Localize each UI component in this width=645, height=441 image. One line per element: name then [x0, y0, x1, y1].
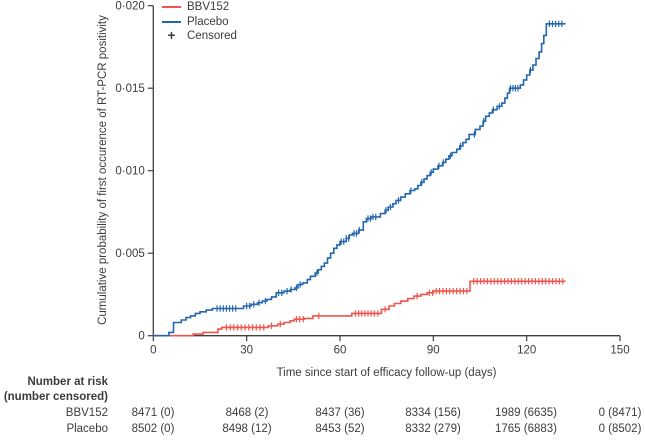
risk-cell: 8471 (0) — [131, 407, 175, 419]
risk-table-header-line1: Number at risk — [27, 376, 108, 388]
plot-legend: BBV152 Placebo + Censored — [162, 0, 237, 44]
x-tick-label: 90 — [427, 345, 440, 357]
x-tick-label: 150 — [610, 345, 629, 357]
risk-row-label-placebo: Placebo — [66, 423, 108, 435]
placebo-line-swatch — [162, 20, 181, 23]
legend-item-placebo: Placebo — [162, 15, 237, 30]
risk-cell: 8453 (52) — [315, 423, 365, 435]
y-tick-label: 0·005 — [115, 248, 144, 260]
x-axis-label: Time since start of efficacy follow-up (… — [276, 367, 497, 379]
risk-cell: 0 (8471) — [598, 407, 642, 419]
y-tick-label: 0·010 — [115, 166, 144, 178]
placebo-curve — [153, 23, 566, 337]
y-tick-label: 0·020 — [115, 1, 144, 13]
legend-item-censored: + Censored — [162, 29, 237, 44]
risk-table-header-line2: (number censored) — [3, 391, 108, 403]
risk-row-label-bbv152: BBV152 — [65, 407, 108, 419]
risk-cell: 0 (8502) — [598, 423, 642, 435]
y-tick-label: 0 — [138, 331, 144, 343]
risk-cell: 1765 (6883) — [494, 423, 558, 435]
axis-lines — [152, 5, 620, 337]
legend-label-placebo: Placebo — [187, 15, 229, 28]
risk-cell: 8437 (36) — [315, 407, 365, 419]
x-tick-label: 30 — [240, 345, 253, 357]
x-tick-label: 60 — [334, 345, 347, 357]
y-tick-label: 0·015 — [115, 83, 144, 95]
x-tick-label: 120 — [517, 345, 536, 357]
risk-cell: 8498 (12) — [222, 423, 272, 435]
censored-plus-icon: + — [167, 28, 176, 44]
risk-cell: 8332 (279) — [405, 423, 461, 435]
x-tick-label: 0 — [150, 345, 156, 357]
risk-cell: 1989 (6635) — [494, 407, 558, 419]
bbv152-curve — [153, 280, 566, 337]
legend-item-bbv152: BBV152 — [162, 0, 237, 15]
risk-cell: 8468 (2) — [225, 407, 269, 419]
legend-label-bbv152: BBV152 — [187, 1, 230, 14]
risk-cell: 8502 (0) — [131, 423, 175, 435]
risk-cell: 8334 (156) — [405, 407, 461, 419]
legend-label-censored: Censored — [187, 30, 237, 43]
bbv152-line-swatch — [162, 6, 181, 9]
